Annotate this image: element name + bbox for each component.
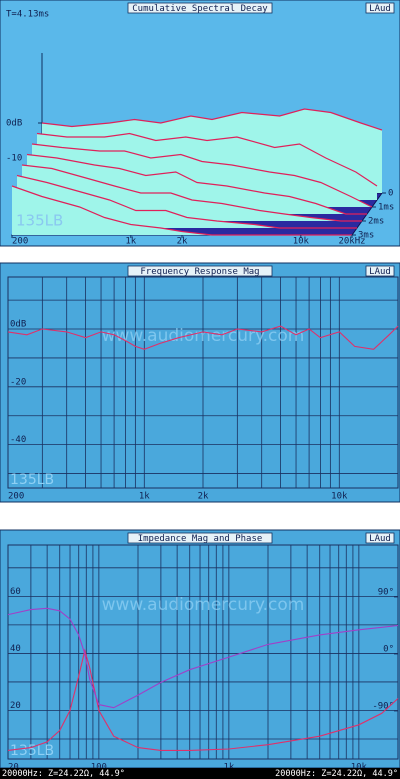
y-tick-label: 0dB [10,320,26,330]
brand-label: LAud [369,534,391,544]
brand-label: LAud [369,4,391,14]
site-watermark: www.audiomercury.com [102,326,305,346]
chart-title: Cumulative Spectral Decay [132,4,268,14]
y-tick-label: 0dB [6,119,22,129]
model-watermark: 135LB [10,472,54,488]
x-tick-label: 10k [331,492,348,502]
slice-line [36,132,378,187]
panel-background [0,262,400,503]
brand-box [365,532,395,544]
model-watermark: 135LB [10,743,54,759]
slice-fill [17,175,357,228]
y-tick-label: 40 [10,644,21,654]
slice-line [26,153,367,215]
slice-line [16,174,357,229]
chart-title: Impedance Mag and Phase [138,534,263,544]
model-watermark: 135LB [16,212,63,230]
title-box [127,532,273,544]
brand-box [365,2,395,14]
t-tick-label: 0 [388,189,393,199]
x-tick-label: 1k [223,763,234,773]
y-tick-label: -40 [10,435,26,445]
x-tick-label: 20kHz [338,237,365,247]
t-tick-label: 1ms [378,203,394,213]
x-tick-label: 1k [139,492,150,502]
y-tick-label: -20 [10,377,26,387]
title-box [127,2,273,14]
y2-tick-label: 90° [378,587,394,597]
series-line [7,607,399,709]
x-tick-label: 100 [91,763,107,773]
x-tick-label: 200 [12,237,28,247]
y-tick-label: -10 [6,154,22,164]
x-tick-label: 1k [125,237,136,247]
site-watermark: www.audiomercury.com [102,595,305,615]
x-tick-label: 20 [8,763,19,773]
brand-box [365,265,395,277]
chart-title: Frequency Response Mag [140,267,259,277]
x-tick-label: 10k [293,237,310,247]
t-tick-label: 2ms [368,217,384,227]
y2-tick-label: -90° [372,701,394,711]
slice-line [41,108,383,131]
y-tick-label: 20 [10,701,21,711]
plot-border [7,276,399,489]
slice-line [21,164,362,222]
status-text: 20000Hz: Z=24.22Ω, 44.9° [275,769,398,779]
x-tick-label: 2k [198,492,209,502]
series-line [7,325,399,350]
time-label: T=4.13ms [6,10,49,20]
slice-line [31,143,373,208]
t-tick-label: 3ms [358,231,374,241]
x-tick-label: 200 [8,492,24,502]
slice-fill [12,186,352,235]
status-bar [0,768,400,779]
x-tick-label: 10k [351,763,368,773]
series-line [7,648,399,751]
brand-label: LAud [369,267,391,277]
status-text: 20000Hz: Z=24.22Ω, 44.9° [2,769,125,779]
y2-tick-label: 0° [383,644,394,654]
y-tick-label: 60 [10,587,21,597]
plot-border [7,544,399,760]
title-box [127,265,273,277]
x-tick-label: 2k [177,237,188,247]
